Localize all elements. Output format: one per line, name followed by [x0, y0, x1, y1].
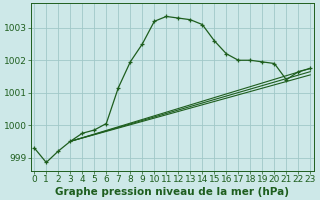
X-axis label: Graphe pression niveau de la mer (hPa): Graphe pression niveau de la mer (hPa) — [55, 187, 289, 197]
